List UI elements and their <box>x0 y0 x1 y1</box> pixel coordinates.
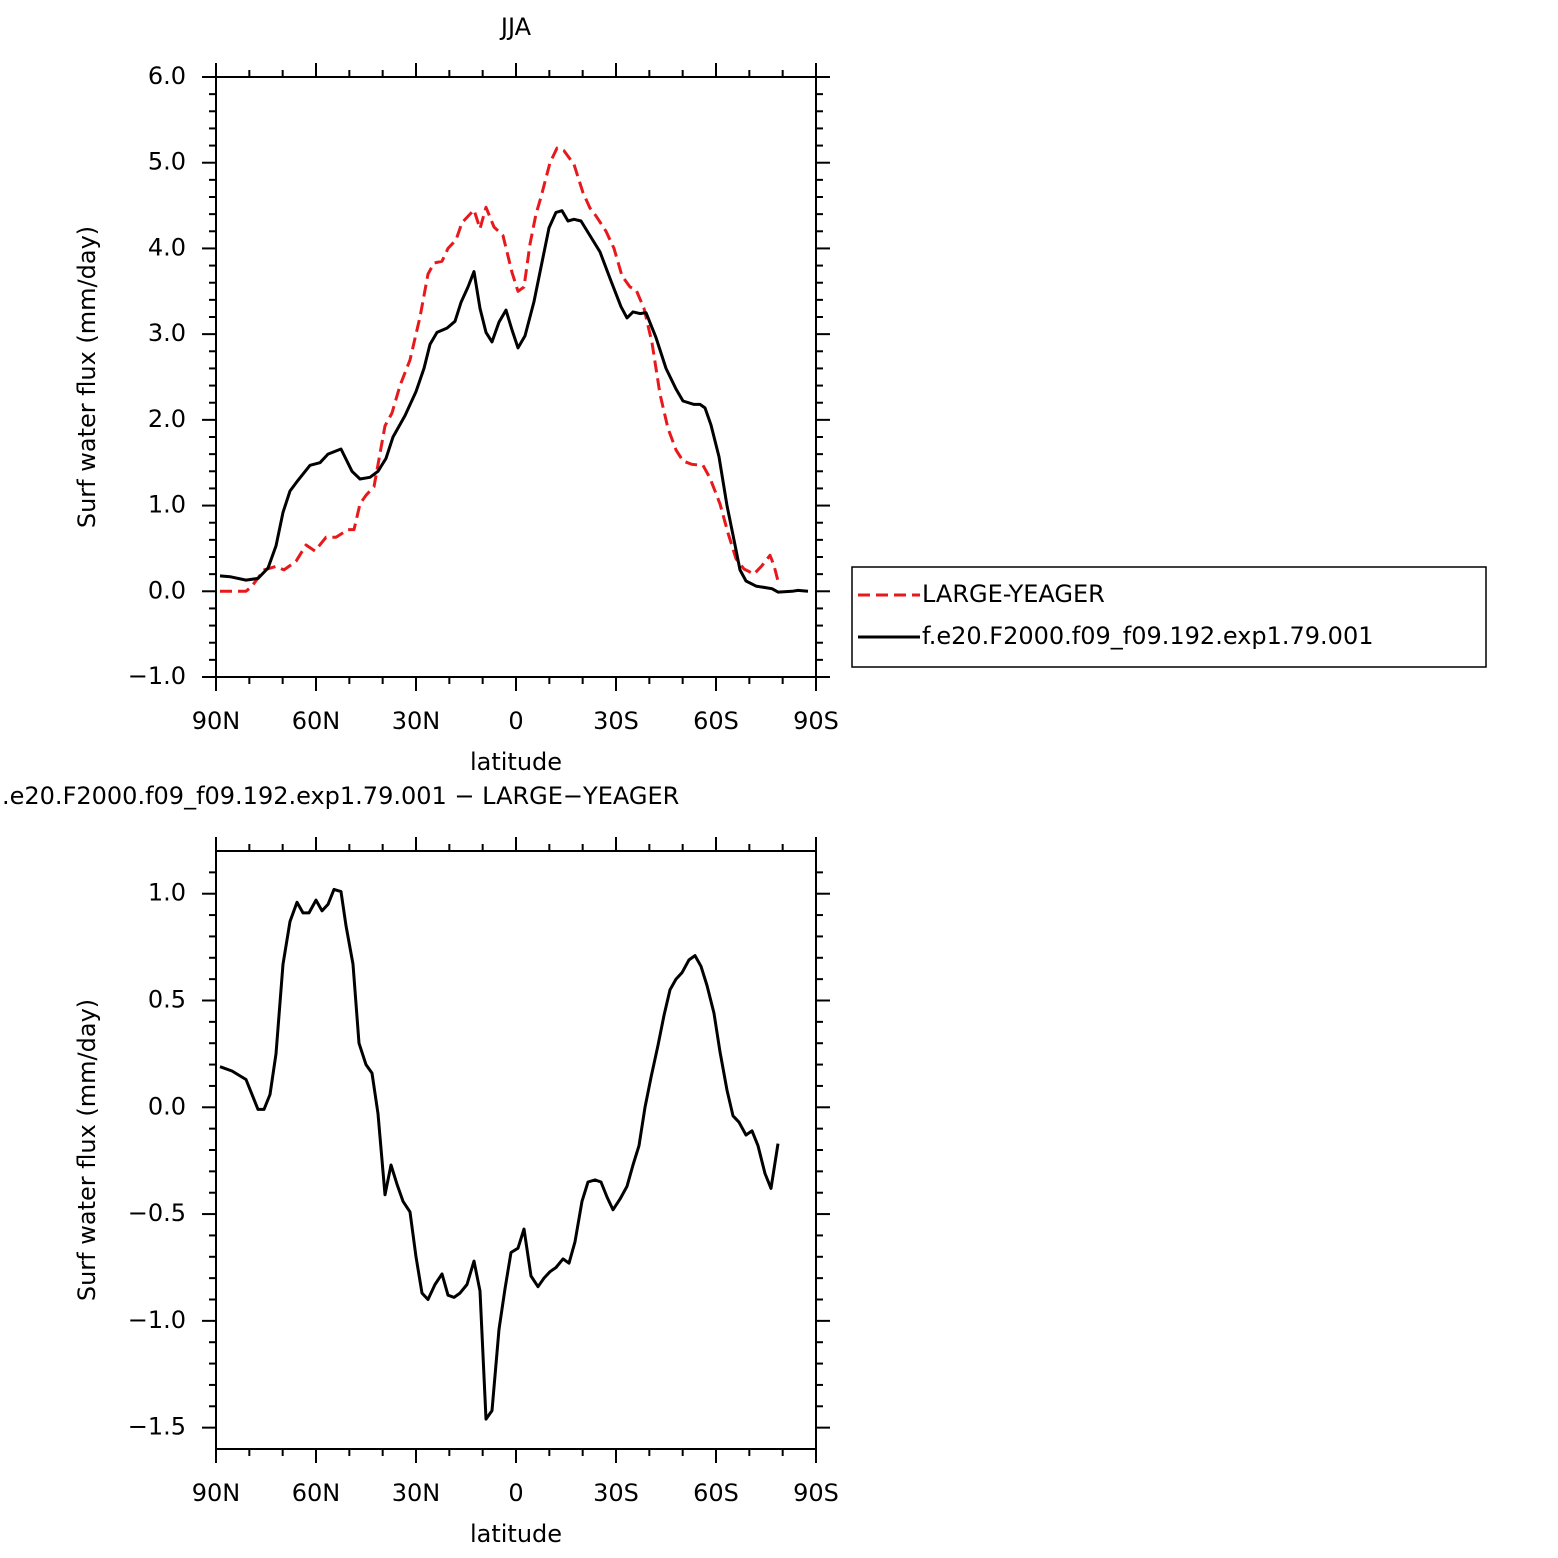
y-tick-label: −1.5 <box>128 1413 186 1441</box>
plot-frame <box>215 850 817 1450</box>
x-tick-label: 60N <box>292 707 341 735</box>
y-tick-label: 0.0 <box>148 1092 186 1120</box>
x-tick-label: 0 <box>508 1479 523 1507</box>
y-tick-label: 2.0 <box>148 405 186 433</box>
x-axis-label: latitude <box>470 1520 562 1548</box>
x-axis-label: latitude <box>470 748 562 776</box>
legend-label: LARGE-YEAGER <box>922 580 1105 608</box>
chart-title: JJA <box>499 13 532 41</box>
x-tick-label: 90S <box>793 1479 839 1507</box>
x-tick-label: 30N <box>392 1479 441 1507</box>
y-tick-label: −0.5 <box>128 1199 186 1227</box>
y-tick-label: 1.0 <box>148 879 186 907</box>
y-axis-label: Surf water flux (mm/day) <box>73 999 101 1301</box>
y-tick-label: 1.0 <box>148 491 186 519</box>
x-tick-label: 30N <box>392 707 441 735</box>
x-tick-label: 30S <box>593 707 639 735</box>
x-tick-label: 60N <box>292 1479 341 1507</box>
y-tick-label: 0.0 <box>148 576 186 604</box>
x-tick-label: 90N <box>192 707 241 735</box>
y-tick-label: 3.0 <box>148 319 186 347</box>
legend-box <box>851 566 1487 668</box>
x-tick-label: 30S <box>593 1479 639 1507</box>
y-tick-label: 4.0 <box>148 233 186 261</box>
x-tick-label: 90N <box>192 1479 241 1507</box>
x-tick-label: 90S <box>793 707 839 735</box>
y-tick-label: −1.0 <box>128 1306 186 1334</box>
y-tick-label: 0.5 <box>148 986 186 1014</box>
x-tick-label: 60S <box>693 1479 739 1507</box>
y-axis-label: Surf water flux (mm/day) <box>73 226 101 528</box>
plot-frame <box>215 76 817 678</box>
x-tick-label: 60S <box>693 707 739 735</box>
data-line <box>219 887 780 1421</box>
legend-label: f.e20.F2000.f09_f09.192.exp1.79.001 <box>922 622 1373 650</box>
chart-title: .e20.F2000.f09_f09.192.exp1.79.001 − LAR… <box>2 782 679 810</box>
x-tick-label: 0 <box>508 707 523 735</box>
y-tick-label: 5.0 <box>148 148 186 176</box>
y-tick-label: 6.0 <box>148 62 186 90</box>
y-tick-label: −1.0 <box>128 662 186 690</box>
data-line <box>219 209 809 594</box>
data-line <box>220 146 780 593</box>
